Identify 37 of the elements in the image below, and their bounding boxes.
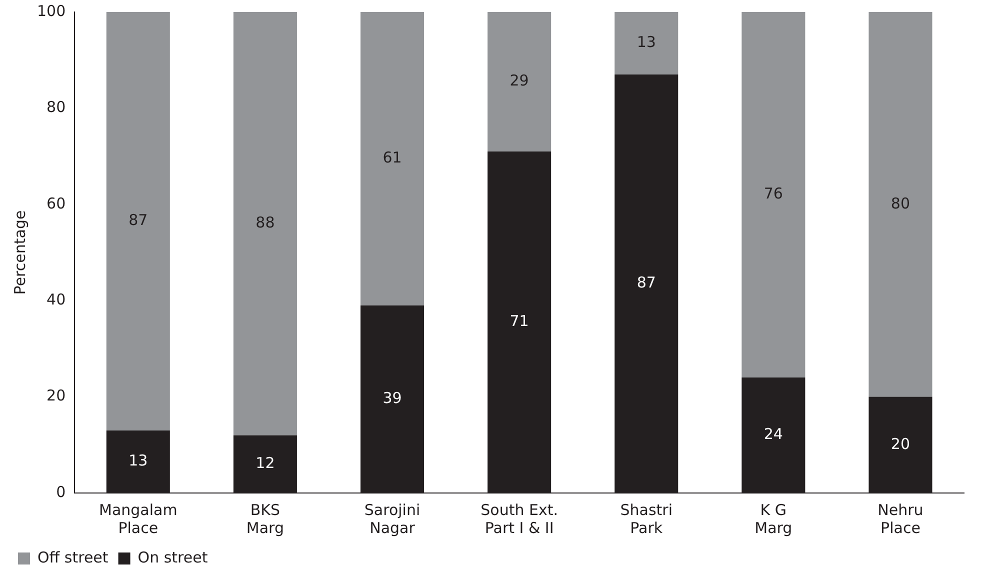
y-tick-label: 20 [46, 386, 66, 405]
bar [233, 12, 297, 436]
y-tick-label: 40 [46, 290, 66, 308]
data-label: 20 [890, 434, 910, 453]
data-label: 13 [128, 452, 148, 470]
y-tick-label: 100 [36, 2, 66, 20]
x-tick-label: South Ext. Part I & II [480, 500, 558, 537]
legend-label: Off street [38, 548, 108, 566]
y-axis-title: Percentage [10, 210, 29, 295]
x-tick-label: BKS Marg [246, 500, 284, 537]
bar [868, 12, 932, 397]
y-tick-label: 80 [46, 98, 66, 116]
bar [488, 12, 552, 152]
data-label: 80 [890, 194, 910, 212]
bar [742, 12, 806, 378]
data-label: 88 [256, 214, 275, 232]
y-tick-label: 0 [56, 482, 66, 501]
y-tick-label: 60 [46, 194, 66, 212]
x-tick-label: Nehru Place [878, 500, 924, 537]
x-tick-label: Sarojini Nagar [364, 500, 420, 537]
data-label: 71 [510, 312, 529, 330]
data-label: 24 [764, 425, 783, 444]
data-label: 39 [382, 389, 402, 408]
data-label: 87 [128, 211, 148, 230]
x-tick-label: Shastri Park [620, 500, 672, 537]
legend-label: On street [138, 548, 208, 566]
bar [614, 12, 678, 75]
x-tick-label: K G Marg [754, 500, 792, 537]
data-label: 61 [382, 148, 402, 167]
data-label: 76 [764, 184, 783, 203]
bar [360, 12, 424, 306]
data-label: 13 [636, 33, 656, 52]
x-tick-label: Mangalam Place [98, 500, 178, 537]
data-label: 87 [636, 274, 656, 292]
data-label: 29 [510, 72, 529, 90]
bar [106, 12, 170, 430]
data-label: 12 [256, 454, 275, 472]
